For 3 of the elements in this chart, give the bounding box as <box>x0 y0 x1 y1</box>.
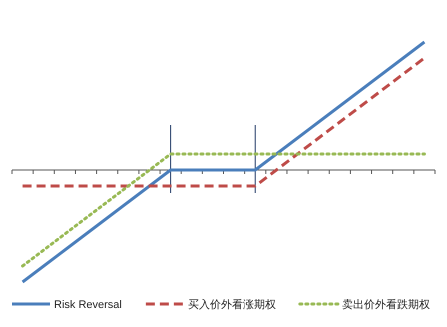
legend-label: Risk Reversal <box>54 299 122 311</box>
legend-label: 卖出价外看跌期权 <box>342 298 430 311</box>
legend-label: 买入价外看涨期权 <box>188 298 276 311</box>
